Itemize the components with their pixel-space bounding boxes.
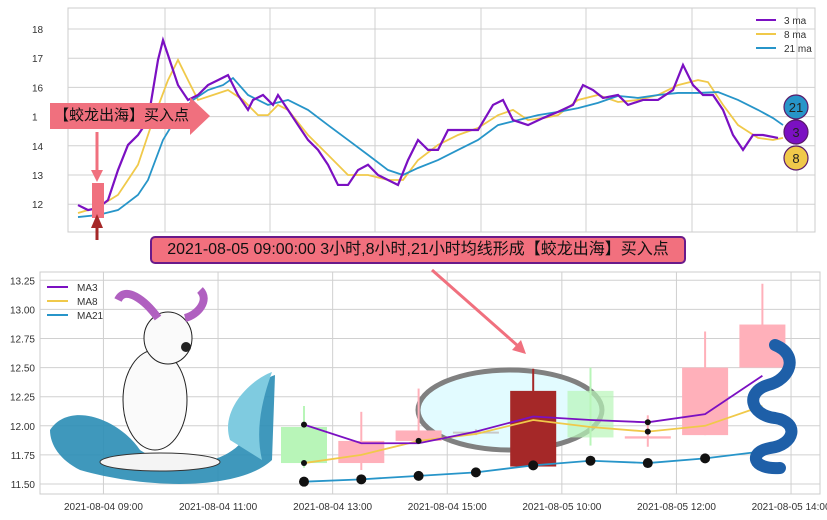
ma-badge-label: 21 [789,100,803,115]
down-arrow-head [91,170,103,182]
buy-candle-highlight [92,183,104,218]
top-ytick-label: 1 [32,113,38,124]
candle-body [624,436,671,439]
bottom-legend-label: MA8 [77,297,98,308]
top-ytick-label: 12 [32,200,44,211]
bottom-xtick-label: 2021-08-04 09:00 [64,502,143,513]
bottom-xtick-label: 2021-08-05 10:00 [522,502,601,513]
ma21-marker-dot [700,453,711,464]
top-legend-label: 8 ma [784,30,807,41]
bottom-ytick-label: 13.00 [10,305,35,316]
top-legend-label: 21 ma [784,44,812,55]
dog-surfer-illustration [50,287,275,484]
bottom-ytick-label: 12.25 [10,393,35,404]
bottom-ytick-label: 11.75 [11,451,36,462]
ma-badge-circle [783,145,809,171]
candle-body [682,367,729,436]
top-ytick-label: 14 [32,142,44,153]
signal-banner: 2021-08-05 09:00:00 3小时,8小时,21小时均线形成【蛟龙出… [150,236,686,264]
ma-badge-label: 3 [792,125,799,140]
signal-marker-dot [644,419,651,426]
bottom-xtick-label: 2021-08-04 13:00 [293,502,372,513]
ma21-marker-dot [528,460,539,471]
dog-nose [181,342,191,352]
top-series-line-3-ma [77,36,779,212]
candle-body [452,431,499,434]
dragon-horns [114,287,208,322]
bottom-xtick-label: 2021-08-05 14:00 [752,502,827,513]
bottom-xtick-label: 2021-08-05 12:00 [637,502,716,513]
surfboard [99,452,221,472]
ma21-marker-dot [413,470,424,481]
bottom-ma3-line [303,375,763,445]
ma21-marker-dot [642,458,653,469]
pointer-arrow-head [512,340,526,354]
pointer-arrow-shaft [431,268,519,348]
bottom-ma8-line [303,405,763,464]
bottom-xtick-label: 2021-08-04 15:00 [408,502,487,513]
buy-point-arrow-shape [50,97,210,135]
ma21-marker-dot [470,467,481,478]
wave-shape [50,375,275,484]
ma-badge-label: 8 [792,151,799,166]
bottom-ytick-label: 13.25 [10,276,35,287]
signal-marker-dot [301,421,307,428]
candle-body [338,440,385,464]
ma21-marker-dot [585,455,596,466]
signal-marker-dot [415,437,422,444]
ma21-marker-dot [299,476,309,487]
bottom-xtick-label: 2021-08-04 11:00 [179,502,258,513]
dragon-illustration [747,339,798,475]
candle-body [567,390,614,438]
bottom-ytick-label: 12.00 [10,422,35,433]
buy-point-annotation-label: 【蛟龙出海】买入点 [54,107,190,124]
ma-badge-circle [783,119,809,145]
bottom-legend-label: MA21 [77,311,104,322]
ma21-marker-dot [356,474,367,485]
signal-marker-dot [301,460,307,467]
bottom-ytick-label: 12.50 [10,364,35,375]
top-ytick-label: 13 [32,171,44,182]
top-ytick-label: 18 [32,25,44,36]
candle-body [395,430,442,441]
bottom-ytick-label: 12.75 [10,335,35,346]
ma-badge-circle [783,94,809,120]
bottom-ytick-label: 11.50 [11,480,36,491]
wave-crest [228,372,272,460]
top-ytick-label: 17 [32,54,44,65]
dog-head [143,311,193,365]
top-legend-label: 3 ma [784,16,807,27]
bottom-legend-label: MA3 [77,283,98,294]
candle-body [510,390,557,467]
signal-marker-dot [644,428,651,435]
candle-body [281,426,327,464]
top-ytick-label: 16 [32,83,44,94]
dog-body [122,349,188,451]
up-arrow-head [91,214,103,228]
